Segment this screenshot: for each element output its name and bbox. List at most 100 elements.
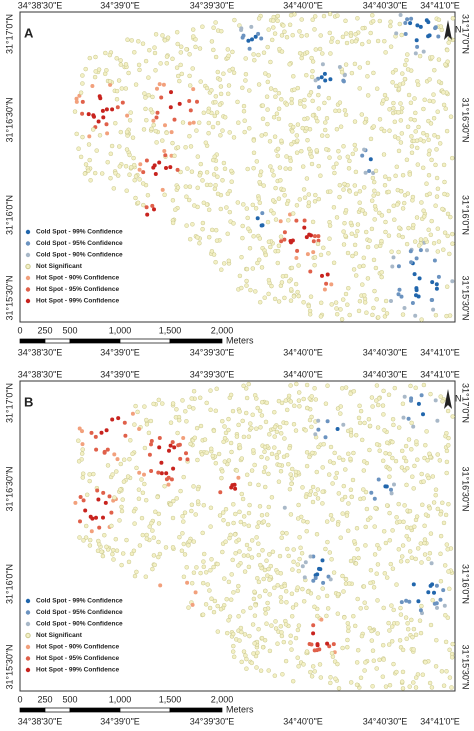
map-point [406,92,412,98]
legend-swatch [25,252,31,258]
scale-label: 0 [17,694,22,704]
map-point [226,258,232,264]
map-point [392,385,398,391]
map-point [383,684,389,689]
map-point [120,497,125,502]
map-point [147,47,152,53]
map-point [256,520,262,525]
map-point [352,623,358,629]
map-point [117,518,122,523]
map-point [163,545,169,550]
map-point [195,185,200,191]
map-point [222,424,227,429]
map-point [149,469,154,473]
map-point [92,74,98,80]
map-point [266,239,272,245]
map-point [297,50,303,56]
map-point [342,181,347,187]
map-point [250,202,256,208]
map-point [120,551,126,556]
map-point [210,453,216,459]
map-point [87,537,93,543]
map-point [382,428,387,433]
map-point [80,471,86,476]
map-point [438,394,443,399]
map-point [243,78,248,83]
map-point [241,108,247,114]
scale-label: 1,000 [109,325,132,335]
map-point [435,226,441,231]
map-point [250,622,256,627]
map-point [160,138,165,143]
map-point [342,73,347,78]
map-point [299,33,304,39]
map-point [238,519,244,525]
map-point [304,382,310,388]
map-point [399,448,405,454]
map-point [243,410,249,416]
left-label: 31°17'0"N [4,14,14,54]
map-point [398,559,404,564]
scale-label: 2,000 [211,694,234,704]
map-point [398,188,404,194]
map-point [130,451,135,457]
map-point [252,641,257,646]
map-point [324,281,329,286]
map-point [239,26,244,31]
map-point [423,660,428,665]
map-point [157,160,162,165]
map-point [434,637,439,643]
map-point [276,106,282,112]
map-point [419,603,424,609]
map-point [291,559,296,565]
map-point [242,522,247,527]
map-point [337,455,342,460]
map-point [256,541,261,546]
map-point [141,202,146,208]
map-point [272,409,277,415]
map-point [326,574,331,579]
map-point [325,383,330,388]
map-point [375,542,380,548]
map-point [278,571,284,576]
bottom-label: 34°38'30"E [18,716,63,726]
map-point [295,138,300,143]
map-point [123,163,129,169]
map-point [84,492,90,498]
map-point [440,399,445,404]
map-point [148,107,154,112]
map-point [337,182,343,188]
map-point [278,234,284,239]
map-point [341,229,346,234]
top-label: 34°38'30"E [18,0,63,10]
map-point [220,510,226,515]
map-point [396,249,401,255]
map-point [325,539,330,545]
map-point [289,265,295,271]
map-point [361,255,367,261]
map-point [121,479,127,484]
map-point [282,505,287,510]
map-point [372,217,377,222]
map-point [415,162,421,167]
left-label: 31°17'0"N [4,383,14,423]
map-point [426,590,431,595]
map-point [341,483,347,489]
map-point [361,468,367,473]
map-point [142,472,146,477]
map-point [155,494,160,500]
map-point [169,477,174,482]
map-point [432,133,437,138]
map-point [419,317,424,322]
map-point [445,59,450,64]
map-point [310,68,315,74]
map-point [400,206,406,211]
map-point [307,308,313,314]
map-point [248,287,253,293]
map-point [267,648,273,654]
map-point [363,116,369,122]
map-point [282,29,287,34]
map-point [410,474,415,479]
map-point [209,227,215,233]
map-point [412,463,417,469]
